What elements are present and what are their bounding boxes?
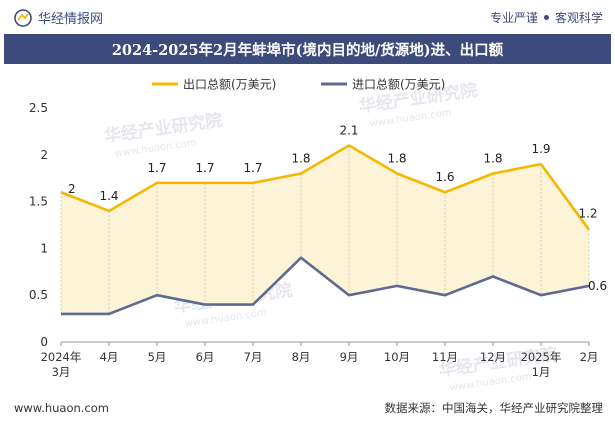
y-tick-label: 1 <box>40 241 48 255</box>
chart-svg: 华经产业研究院www.huaon.com华经产业研究院www.huaon.com… <box>29 78 607 394</box>
legend: 出口总额(万美元) 进口总额(万美元) <box>152 78 445 92</box>
brand: 华经情报网 <box>14 8 103 27</box>
legend-label: 进口总额(万美元) <box>352 78 445 92</box>
import-series-line <box>61 256 590 316</box>
huajing-logo-icon <box>14 8 32 27</box>
slogan-dot-icon <box>543 15 549 20</box>
area-layer <box>61 145 589 314</box>
legend-label: 出口总额(万美元) <box>183 78 276 92</box>
slogan-right: 客观科学 <box>554 11 603 25</box>
band-area <box>61 145 589 314</box>
y-tick-label: 0 <box>40 335 48 349</box>
y-tick-label: 0.5 <box>29 288 48 302</box>
export-data-label: 1.9 <box>531 142 550 156</box>
x-tick-label: 6月 <box>196 350 215 364</box>
chart-title: 2024-2025年2月年蚌埠市(境内目的地/货源地)进、出口额 <box>111 41 504 59</box>
export-data-label: 1.7 <box>147 161 166 175</box>
y-tick-label: 2 <box>40 148 48 162</box>
export-data-label: 1.4 <box>99 189 118 203</box>
export-data-label: 1.6 <box>435 170 454 184</box>
export-series-line <box>60 144 591 231</box>
import-data-label: 0.6 <box>588 279 607 293</box>
x-tick-label: 8月 <box>292 350 311 364</box>
export-data-label: 2.1 <box>339 123 358 137</box>
x-tick-label: 4月 <box>100 350 119 364</box>
title-bar: 2024-2025年2月年蚌埠市(境内目的地/货源地)进、出口额 <box>4 34 611 64</box>
x-tick-label: 12月 <box>480 350 506 364</box>
export-data-label: 1.7 <box>243 161 262 175</box>
x-tick-label: 11月 <box>432 350 458 364</box>
series-lines <box>60 144 591 316</box>
x-tick-label: 5月 <box>148 350 167 364</box>
top-bar: 华经情报网 专业严谨 客观科学 <box>0 0 615 34</box>
y-tick-label: 2.5 <box>29 101 48 115</box>
x-tick-label: 9月 <box>340 350 359 364</box>
export-data-label: 1.8 <box>291 152 310 166</box>
brand-name: 华经情报网 <box>38 12 104 27</box>
y-tick-label: 1.5 <box>29 195 48 209</box>
x-tick-label: 7月 <box>244 350 263 364</box>
data-labels: 2 1.4 1.7 1.7 1.7 1.8 2.1 1.8 1.6 1.8 1.9 1.2 0.6 <box>68 123 607 292</box>
x-tick-label: 2024年 <box>41 350 82 364</box>
export-data-label: 1.8 <box>387 152 406 166</box>
x-tick-label-month: 1月 <box>532 365 551 379</box>
footer-source: 数据来源：中国海关，华经产业研究院整理 <box>384 401 604 415</box>
x-tick-label: 2025年 <box>521 350 562 364</box>
slogan-left: 专业严谨 <box>489 11 538 25</box>
x-tick-label-month: 3月 <box>52 365 71 379</box>
export-data-label: 2 <box>68 182 76 196</box>
export-data-label: 1.8 <box>483 152 502 166</box>
export-data-label: 1.7 <box>195 161 214 175</box>
x-tick-label: 2月 <box>580 350 599 364</box>
x-tick-label: 10月 <box>384 350 410 364</box>
drop-lines <box>60 145 590 314</box>
slogan: 专业严谨 客观科学 <box>490 9 603 26</box>
export-data-label: 1.2 <box>578 207 597 221</box>
footer-website: www.huaon.com <box>14 401 109 415</box>
